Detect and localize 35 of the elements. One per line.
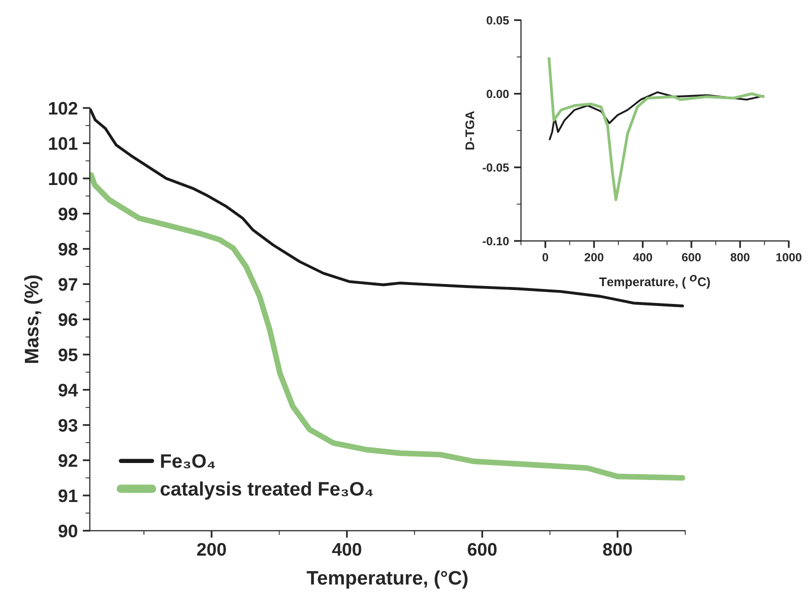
y-tick-label: -0.10 <box>482 236 509 246</box>
y-tick-label: 99 <box>58 208 78 220</box>
x-tick-label: 200 <box>197 542 226 556</box>
x-tick-label: 800 <box>730 253 750 262</box>
y-tick-label: -0.05 <box>482 163 509 172</box>
x-tick-label: 0 <box>542 253 548 262</box>
y-tick-label: 0.00 <box>486 90 509 98</box>
x-axis-title: Temperature, (°C) <box>306 570 468 589</box>
y-axis-title: D-TGA <box>465 111 474 150</box>
y-tick-label: 0.05 <box>486 16 509 25</box>
y-tick-label: 91 <box>58 489 78 502</box>
y-axis-title: Mass, (%) <box>24 275 42 363</box>
x-tick-label: 400 <box>332 542 362 556</box>
y-tick-label: 95 <box>58 348 78 362</box>
line-series <box>548 57 765 202</box>
x-tick-label: 600 <box>468 542 497 556</box>
x-tick-label: 600 <box>682 253 701 262</box>
y-tick-label: 97 <box>58 278 78 291</box>
y-tick-label: 101 <box>49 137 78 150</box>
x-tick-label: 1000 <box>776 253 802 262</box>
x-tick-label: 200 <box>584 253 604 262</box>
y-tick-label: 90 <box>58 524 78 538</box>
x-tick-label: 800 <box>603 542 632 556</box>
y-tick-label: 102 <box>49 102 78 115</box>
y-tick-label: 92 <box>58 454 78 467</box>
legend-label: Fe₃O₄ <box>161 454 215 468</box>
legend-label: catalysis treated Fe₃O₄ <box>160 481 373 500</box>
y-tick-label: 100 <box>49 172 78 186</box>
x-axis-title: Temperature, ( $^{O}$C) <box>599 274 710 289</box>
line-series <box>548 91 764 140</box>
x-tick-label: 400 <box>633 253 652 262</box>
y-tick-label: 98 <box>58 242 78 256</box>
y-tick-label: 93 <box>58 418 78 432</box>
y-tick-label: 96 <box>58 313 78 326</box>
y-tick-label: 94 <box>58 384 78 397</box>
